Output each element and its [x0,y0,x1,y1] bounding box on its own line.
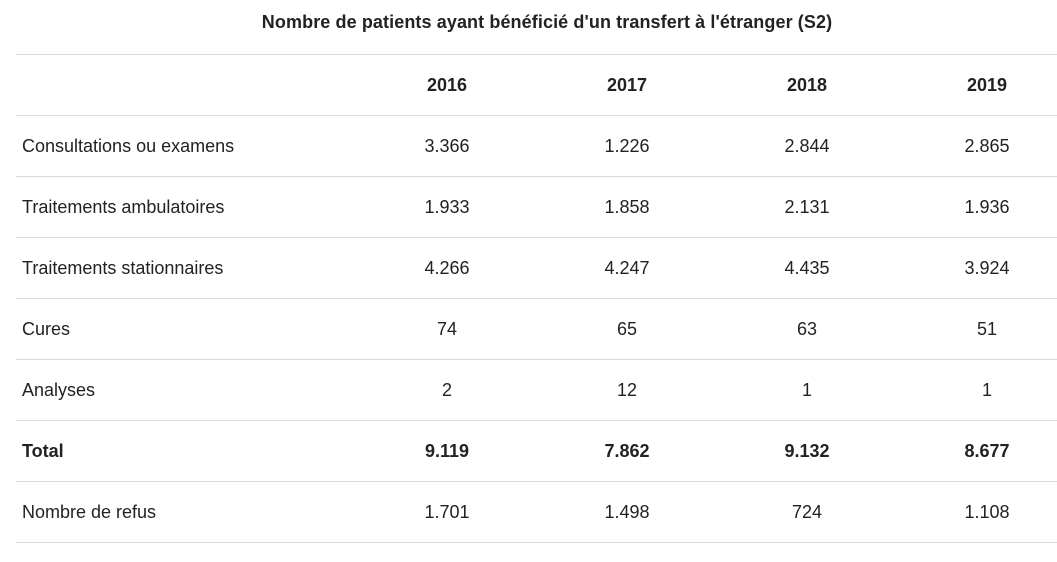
table-cell: 724 [717,481,897,543]
header-row: 2016 2017 2018 2019 [16,54,1057,116]
table-cell: 12 [537,359,717,421]
column-header-2019: 2019 [897,54,1057,116]
row-label: Traitements ambulatoires [16,176,357,238]
data-table: 2016 2017 2018 2019 Consultations ou exa… [16,54,1057,543]
table-cell: 1.498 [537,481,717,543]
table-cell: 1 [897,359,1057,421]
table-cell: 1.108 [897,481,1057,543]
table-cell: 74 [357,298,537,360]
table-cell: 2.844 [717,115,897,177]
total-row: Total 9.119 7.862 9.132 8.677 [16,420,1057,482]
table-cell: 63 [717,298,897,360]
table-cell: 1.933 [357,176,537,238]
table-cell: 4.266 [357,237,537,299]
table-cell: 8.677 [897,420,1057,482]
row-label: Cures [16,298,357,360]
column-header-2018: 2018 [717,54,897,116]
table-row: Traitements stationnaires 4.266 4.247 4.… [16,237,1057,299]
table-caption: Nombre de patients ayant bénéficié d'un … [261,12,833,32]
row-label: Total [16,420,357,482]
table-cell: 1.701 [357,481,537,543]
row-label: Analyses [16,359,357,421]
column-header-2016: 2016 [357,54,537,116]
column-header-2017: 2017 [537,54,717,116]
table-row: Consultations ou examens 3.366 1.226 2.8… [16,115,1057,177]
table-cell: 3.924 [897,237,1057,299]
table-cell: 1.226 [537,115,717,177]
table-cell: 1 [717,359,897,421]
table-cell: 1.858 [537,176,717,238]
column-header-label [16,54,357,116]
table-cell: 9.119 [357,420,537,482]
table-cell: 2 [357,359,537,421]
table-cell: 2.131 [717,176,897,238]
table-cell: 4.247 [537,237,717,299]
table-row: Cures 74 65 63 51 [16,298,1057,360]
table-cell: 3.366 [357,115,537,177]
table-cell: 1.936 [897,176,1057,238]
table-cell: 9.132 [717,420,897,482]
table-cell: 65 [537,298,717,360]
table-row: Analyses 2 12 1 1 [16,359,1057,421]
table-row: Nombre de refus 1.701 1.498 724 1.108 [16,481,1057,543]
row-label: Consultations ou examens [16,115,357,177]
row-label: Nombre de refus [16,481,357,543]
table-cell: 7.862 [537,420,717,482]
table-cell: 2.865 [897,115,1057,177]
table-cell: 51 [897,298,1057,360]
table-row: Traitements ambulatoires 1.933 1.858 2.1… [16,176,1057,238]
table-cell: 4.435 [717,237,897,299]
row-label: Traitements stationnaires [16,237,357,299]
